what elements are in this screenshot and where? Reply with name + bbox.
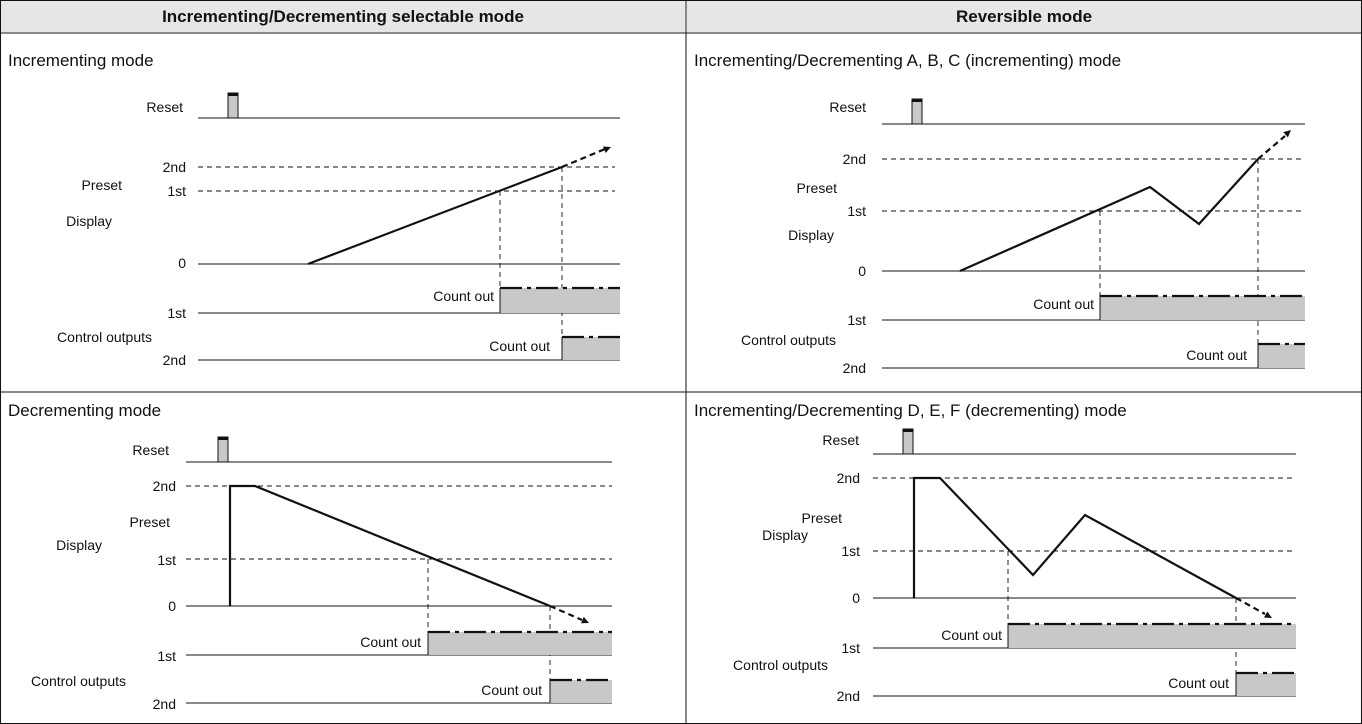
panel-title-reversible-decrementing: Incrementing/Decrementing D, E, F (decre… — [694, 401, 1127, 420]
display-arrow-line — [561, 147, 606, 169]
reset-pulse-top — [903, 429, 913, 432]
display-label: Display — [762, 527, 808, 543]
control-outputs-label: Control outputs — [31, 673, 126, 689]
count-out-fill — [1008, 624, 1296, 648]
zero-label: 0 — [168, 598, 176, 614]
preset-label: Preset — [797, 180, 838, 196]
reset-pulse — [902, 428, 914, 455]
display-label: Display — [56, 537, 102, 553]
reset-pulse-top — [218, 437, 228, 440]
reset-label: Reset — [829, 99, 866, 115]
count-out-label: Count out — [360, 634, 421, 650]
preset-1st-label: 1st — [847, 203, 866, 219]
output-2nd-label: 2nd — [843, 360, 866, 376]
display-label: Display — [788, 227, 834, 243]
preset-1st-label: 1st — [167, 183, 186, 199]
display-count-line — [959, 158, 1259, 273]
reset-pulse — [227, 92, 239, 119]
count-out-fill — [500, 288, 620, 313]
panel-title-decrementing: Decrementing mode — [8, 401, 162, 420]
preset-label: Preset — [82, 177, 123, 193]
count-out-fill — [428, 632, 612, 655]
panel-title-reversible-incrementing: Incrementing/Decrementing A, B, C (incre… — [694, 51, 1122, 70]
display-arrow-line — [549, 604, 583, 622]
output-2nd-label: 2nd — [153, 696, 176, 712]
zero-label: 0 — [178, 255, 186, 271]
reset-label: Reset — [132, 442, 169, 458]
count-out-label: Count out — [1186, 347, 1247, 363]
panel-title-incrementing: Incrementing mode — [8, 51, 154, 70]
output-1st-label: 1st — [841, 640, 860, 656]
preset-label: Preset — [130, 514, 171, 530]
display-count-line — [307, 165, 563, 266]
count-out-label: Count out — [481, 682, 542, 698]
count-out-fill — [550, 680, 612, 703]
display-label: Display — [66, 213, 112, 229]
preset-label: Preset — [802, 510, 843, 526]
count-out-label: Count out — [1033, 296, 1094, 312]
reset-pulse-top — [228, 93, 238, 96]
count-out-label: Count out — [489, 338, 550, 354]
control-outputs-label: Control outputs — [733, 657, 828, 673]
reset-pulse-top — [912, 99, 922, 102]
preset-2nd-label: 2nd — [153, 478, 176, 494]
reset-label: Reset — [146, 99, 183, 115]
display-arrow-line — [1257, 135, 1286, 160]
control-outputs-label: Control outputs — [57, 329, 152, 345]
preset-1st-label: 1st — [841, 543, 860, 559]
zero-label: 0 — [852, 590, 860, 606]
preset-1st-label: 1st — [157, 552, 176, 568]
display-count-line — [228, 484, 551, 608]
preset-2nd-label: 2nd — [837, 470, 860, 486]
display-arrow-head — [1283, 130, 1291, 138]
zero-label: 0 — [858, 263, 866, 279]
output-1st-label: 1st — [157, 648, 176, 664]
control-outputs-label: Control outputs — [741, 332, 836, 348]
display-arrow-head — [603, 146, 611, 153]
header-left: Incrementing/Decrementing selectable mod… — [1, 1, 685, 32]
preset-2nd-label: 2nd — [843, 151, 866, 167]
count-out-label: Count out — [941, 627, 1002, 643]
header-right: Reversible mode — [687, 1, 1361, 32]
display-count-line — [912, 476, 1237, 599]
count-out-label: Count out — [1168, 675, 1229, 691]
output-1st-label: 1st — [847, 312, 866, 328]
count-out-fill — [1100, 296, 1305, 320]
panel-reversible-incrementing-mode: Reset 2nd 1st Preset Display 0 1st Count out Con… — [741, 98, 1305, 376]
display-arrow-head — [581, 616, 589, 624]
display-arrow-line — [1235, 597, 1266, 615]
output-2nd-label: 2nd — [163, 352, 186, 368]
output-2nd-label: 2nd — [837, 688, 860, 704]
count-out-label: Count out — [433, 288, 494, 304]
count-out-fill — [1236, 673, 1296, 696]
panel-decrementing-mode: Reset 2nd Preset Display 1st 0 1st Count out Con… — [31, 436, 612, 712]
display-arrow-head — [1264, 611, 1272, 618]
reset-pulse — [217, 436, 229, 463]
reset-pulse — [911, 98, 923, 125]
panel-incrementing-mode: Reset 2nd 1st Preset Display 0 1st Count out Con… — [57, 92, 620, 368]
count-out-fill — [562, 337, 620, 360]
count-out-fill — [1258, 344, 1305, 368]
preset-2nd-label: 2nd — [163, 159, 186, 175]
reset-label: Reset — [822, 432, 859, 448]
output-1st-label: 1st — [167, 305, 186, 321]
